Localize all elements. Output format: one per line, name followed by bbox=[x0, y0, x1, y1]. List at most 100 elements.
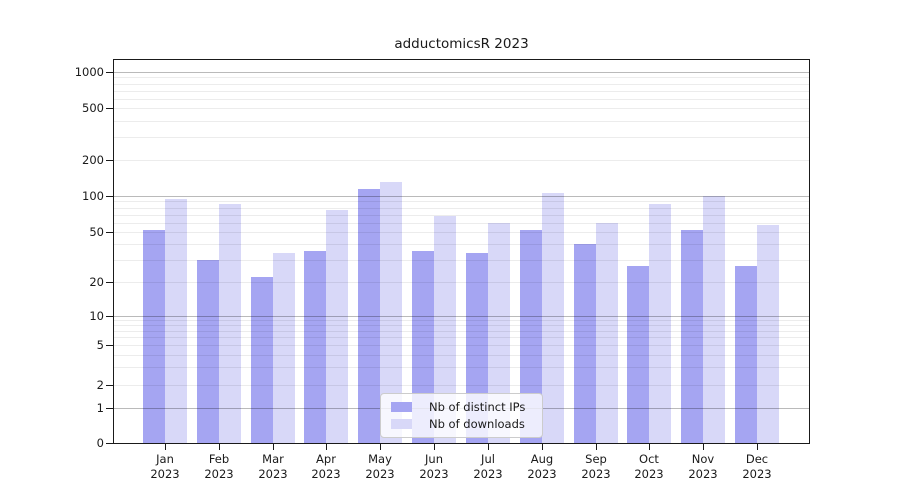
gridline bbox=[114, 84, 809, 85]
x-tick-mark bbox=[273, 444, 274, 450]
bar-distinct-ips bbox=[197, 260, 219, 443]
y-tick-mark bbox=[106, 443, 113, 444]
y-tick-label: 50 bbox=[89, 225, 104, 239]
bar-downloads bbox=[757, 225, 779, 443]
legend-item: Nb of downloads bbox=[388, 417, 535, 431]
x-tick-mark bbox=[703, 444, 704, 450]
bar-downloads bbox=[326, 210, 348, 443]
y-tick-label: 2 bbox=[96, 378, 104, 392]
y-tick-label: 0 bbox=[96, 436, 104, 450]
gridline bbox=[114, 99, 809, 100]
y-tick-mark bbox=[106, 196, 113, 197]
y-tick-mark bbox=[106, 345, 113, 346]
x-tick-mark bbox=[326, 444, 327, 450]
y-tick-mark bbox=[106, 282, 113, 283]
legend: Nb of distinct IPs Nb of downloads bbox=[380, 393, 543, 438]
x-tick-label: Aug 2023 bbox=[527, 452, 557, 481]
y-tick-mark bbox=[106, 316, 113, 317]
gridline bbox=[114, 320, 809, 321]
gridline bbox=[114, 331, 809, 332]
bar-distinct-ips bbox=[520, 230, 542, 443]
x-tick-label: Jun 2023 bbox=[419, 452, 449, 481]
x-tick-label: Oct 2023 bbox=[634, 452, 664, 481]
plot-area: Nb of distinct IPs Nb of downloads bbox=[113, 59, 810, 444]
bar-downloads bbox=[380, 182, 402, 443]
bar-downloads bbox=[596, 223, 618, 443]
gridline bbox=[114, 260, 809, 261]
x-tick-label: Dec 2023 bbox=[742, 452, 772, 481]
x-tick-mark bbox=[165, 444, 166, 450]
gridline bbox=[114, 201, 809, 202]
gridline bbox=[114, 72, 809, 73]
legend-swatch-downloads bbox=[391, 419, 412, 429]
gridline bbox=[114, 196, 809, 197]
bar-downloads bbox=[649, 204, 671, 443]
gridline bbox=[114, 232, 809, 233]
bar-downloads bbox=[273, 253, 295, 443]
y-tick-label: 20 bbox=[89, 275, 104, 289]
bar-distinct-ips bbox=[574, 244, 596, 443]
gridline bbox=[114, 316, 809, 317]
gridline bbox=[114, 91, 809, 92]
x-tick-label: May 2023 bbox=[365, 452, 395, 481]
gridline bbox=[114, 385, 809, 386]
x-tick-label: Nov 2023 bbox=[688, 452, 718, 481]
y-tick-label: 1 bbox=[96, 401, 104, 415]
gridline bbox=[114, 77, 809, 78]
bar-downloads bbox=[542, 193, 564, 443]
y-tick-label: 500 bbox=[82, 101, 104, 115]
gridline bbox=[114, 108, 809, 109]
x-tick-mark bbox=[488, 444, 489, 450]
x-tick-label: Mar 2023 bbox=[258, 452, 288, 481]
gridline bbox=[114, 325, 809, 326]
x-tick-mark bbox=[219, 444, 220, 450]
y-tick-mark bbox=[106, 108, 113, 109]
gridline bbox=[114, 282, 809, 283]
bar-distinct-ips bbox=[627, 266, 649, 443]
gridline bbox=[114, 367, 809, 368]
legend-label: Nb of downloads bbox=[429, 417, 525, 431]
gridline bbox=[114, 244, 809, 245]
x-tick-label: Jul 2023 bbox=[473, 452, 503, 481]
bar-distinct-ips bbox=[735, 266, 757, 443]
x-tick-mark bbox=[757, 444, 758, 450]
gridline bbox=[114, 137, 809, 138]
x-tick-label: Feb 2023 bbox=[204, 452, 234, 481]
x-tick-label: Sep 2023 bbox=[581, 452, 611, 481]
y-tick-label: 1000 bbox=[74, 65, 104, 79]
y-tick-mark bbox=[106, 232, 113, 233]
bar-downloads bbox=[488, 223, 510, 443]
y-tick-label: 5 bbox=[96, 338, 104, 352]
y-tick-mark bbox=[106, 160, 113, 161]
gridline bbox=[114, 160, 809, 161]
gridline bbox=[114, 208, 809, 209]
gridline bbox=[114, 355, 809, 356]
bar-downloads bbox=[703, 196, 725, 443]
gridline bbox=[114, 345, 809, 346]
x-tick-label: Jan 2023 bbox=[150, 452, 180, 481]
x-tick-label: Apr 2023 bbox=[311, 452, 341, 481]
x-tick-mark bbox=[542, 444, 543, 450]
legend-label: Nb of distinct IPs bbox=[429, 400, 526, 414]
gridline bbox=[114, 215, 809, 216]
legend-swatch-distinct-ips bbox=[391, 402, 412, 412]
y-tick-mark bbox=[106, 72, 113, 73]
legend-item: Nb of distinct IPs bbox=[388, 400, 535, 414]
y-tick-label: 100 bbox=[82, 189, 104, 203]
y-tick-label: 200 bbox=[82, 153, 104, 167]
y-tick-label: 10 bbox=[89, 309, 104, 323]
chart-title: adductomicsR 2023 bbox=[394, 36, 529, 52]
bar-downloads bbox=[165, 199, 187, 443]
bar-distinct-ips bbox=[358, 189, 380, 443]
gridline bbox=[114, 337, 809, 338]
bar-distinct-ips bbox=[304, 251, 326, 443]
x-tick-mark bbox=[434, 444, 435, 450]
bar-downloads bbox=[434, 216, 456, 443]
bar-downloads bbox=[219, 204, 241, 443]
y-tick-mark bbox=[106, 408, 113, 409]
y-tick-mark bbox=[106, 385, 113, 386]
gridline bbox=[114, 121, 809, 122]
gridline bbox=[114, 223, 809, 224]
bar-distinct-ips bbox=[251, 277, 273, 443]
